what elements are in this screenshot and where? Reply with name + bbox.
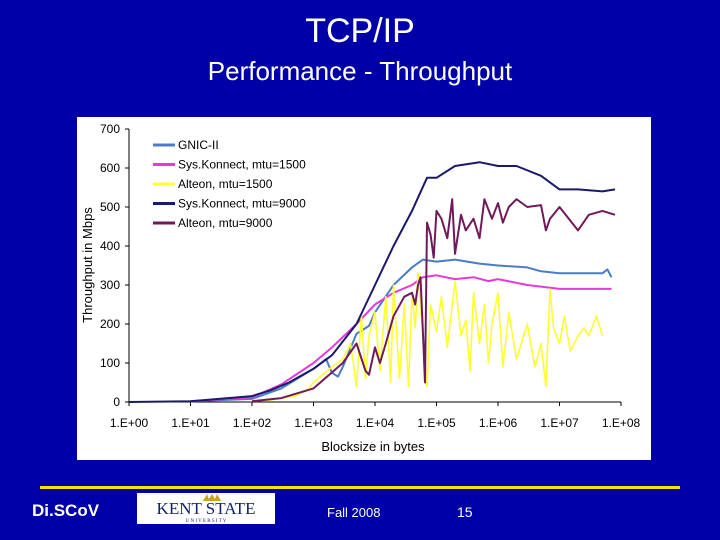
x-tick-label: 1.E+05 [417,416,456,430]
throughput-chart: 0 100 200 300 400 500 600 700 1.E+00 1.E+01 1.E+0… [77,117,651,460]
kent-state-logo: KENT STATE U N I V E R S I T Y [137,493,275,524]
footer-divider [40,486,680,489]
y-tick-label: 400 [100,239,120,253]
legend-label: Sys.Konnect, mtu=9000 [178,197,306,211]
discov-logo-text: Di.SCoV [32,501,100,520]
x-tick-label: 1.E+02 [233,416,272,430]
kent-state-wordmark: KENT STATE [157,499,256,518]
y-tick-label: 500 [100,200,120,214]
x-tick-label: 1.E+01 [171,416,210,430]
x-tick-label: 1.E+06 [479,416,518,430]
y-tick-label: 600 [100,161,120,175]
y-tick-label: 100 [100,356,120,370]
slide-title: TCP/IP [305,12,415,50]
legend-label: Alteon, mtu=1500 [178,177,273,191]
y-tick-label: 300 [100,278,120,292]
slide-subtitle: Performance - Throughput [207,56,513,86]
footer-date: Fall 2008 [327,505,381,520]
chart-legend: GNIC-II Sys.Konnect, mtu=1500 Alteon, mtu=… [153,138,306,230]
x-tick-label: 1.E+07 [540,416,579,430]
series-line-4 [128,161,616,403]
throughput-chart-svg: 0 100 200 300 400 500 600 700 1.E+00 1.E+01 1.E+0… [80,122,641,454]
series-line-5 [251,198,616,403]
x-axis-label: Blocksize in bytes [321,439,425,454]
logo-crown-icon [203,494,221,501]
kent-state-logo-svg: KENT STATE U N I V E R S I T Y [157,494,256,524]
legend-label: GNIC-II [178,138,219,152]
kent-state-subtext: U N I V E R S I T Y [186,519,227,524]
y-tick-label: 0 [113,395,120,409]
page-number: 15 [457,504,473,520]
legend-label: Sys.Konnect, mtu=1500 [178,158,306,172]
x-tick-label: 1.E+08 [602,416,641,430]
x-tick-label: 1.E+00 [110,416,149,430]
series-line-2 [190,274,612,403]
x-tick-label: 1.E+03 [294,416,333,430]
y-tick-label: 700 [100,122,120,136]
series-line-3 [251,272,604,402]
legend-label: Alteon, mtu=9000 [178,216,273,230]
y-axis-label: Throughput in Mbps [80,207,95,323]
y-tick-label: 200 [100,317,120,331]
x-tick-label: 1.E+04 [356,416,395,430]
